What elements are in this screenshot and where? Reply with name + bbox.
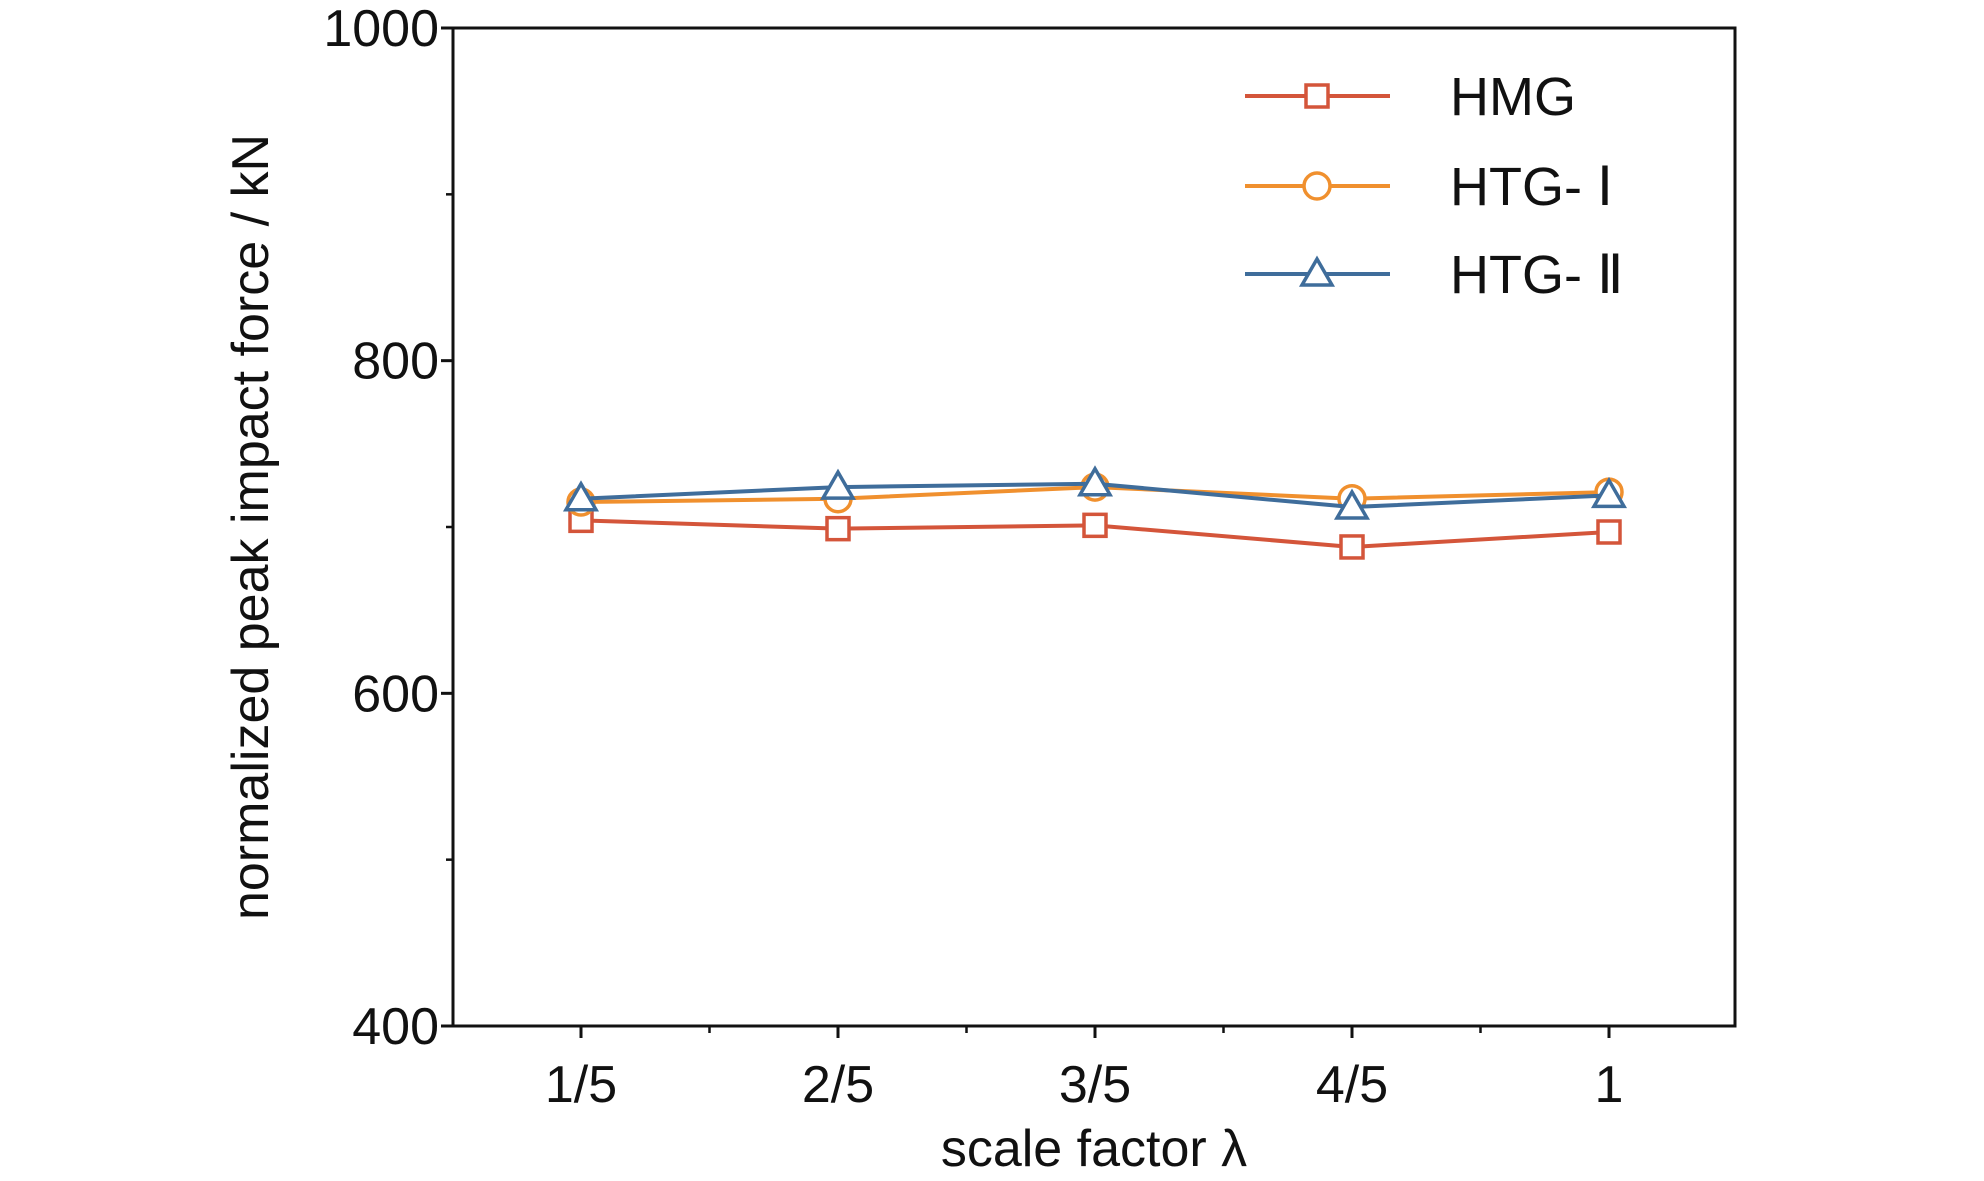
y-tick-label: 800 [352,333,439,391]
data-point [1590,476,1628,509]
x-tick-label: 3/5 [1059,1056,1131,1114]
series-htg- [562,465,1628,520]
data-point [1339,534,1365,560]
axes: 400 600 800 1000 1/5 2/5 3/5 4/5 1 [323,0,1623,1114]
legend-marker [1304,83,1330,109]
legend-entry: HMG [1245,67,1576,127]
data-point [562,480,600,512]
x-axis-label: scale factor λ [941,1120,1247,1178]
data-point [1333,488,1371,520]
y-tick-label: 1000 [323,0,439,58]
data-point [1082,512,1108,539]
legend: HMG HTG- Ⅰ HTG- Ⅱ [1245,67,1624,305]
x-tick-label: 1 [1595,1056,1624,1114]
legend-label: HTG- Ⅱ [1450,245,1624,305]
y-axis-label: normalized peak impact force / kN [222,134,280,920]
data-point [1596,519,1622,545]
legend-entry: HTG- Ⅰ [1245,157,1613,217]
legend-label: HTG- Ⅰ [1450,157,1613,217]
x-tick-label: 4/5 [1316,1056,1388,1114]
x-tick-label: 1/5 [545,1056,617,1114]
legend-marker [1302,171,1332,201]
x-tick-label: 2/5 [802,1056,874,1114]
legend-marker [1298,255,1336,287]
legend-entry: HTG- Ⅱ [1245,245,1624,305]
data-point [825,515,851,542]
series-layer [562,465,1628,560]
y-tick-label: 400 [352,998,439,1056]
y-tick-label: 600 [352,665,439,723]
data-point [1076,465,1114,497]
legend-label: HMG [1450,67,1576,127]
data-point [819,468,857,500]
series-hmg [568,507,1622,560]
